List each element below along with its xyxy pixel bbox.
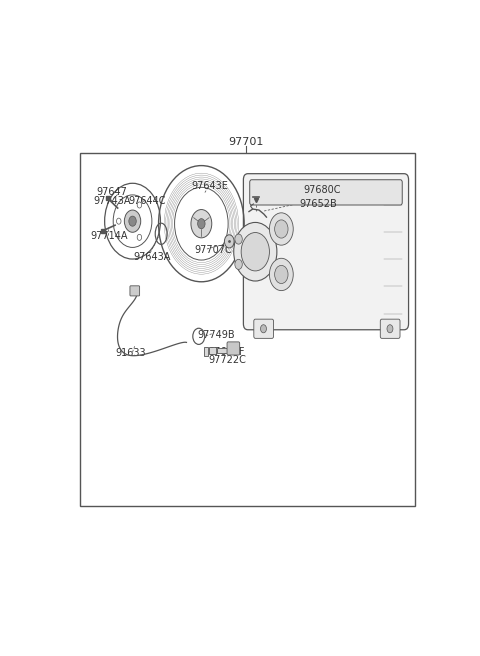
Circle shape — [124, 210, 141, 232]
Text: 97652B: 97652B — [299, 199, 337, 209]
Bar — [204, 348, 208, 356]
FancyBboxPatch shape — [227, 342, 240, 355]
FancyBboxPatch shape — [254, 319, 274, 338]
Text: 97743A: 97743A — [94, 196, 131, 207]
Circle shape — [241, 232, 269, 271]
Circle shape — [117, 218, 121, 224]
Bar — [217, 348, 228, 353]
Text: 97647: 97647 — [96, 188, 127, 197]
FancyBboxPatch shape — [250, 180, 402, 205]
Circle shape — [225, 235, 234, 248]
Circle shape — [269, 213, 293, 245]
Text: 97680C: 97680C — [304, 186, 341, 195]
Text: 97714A: 97714A — [91, 232, 128, 241]
Circle shape — [269, 258, 293, 291]
Text: 97643E: 97643E — [192, 181, 228, 192]
Text: 91633: 91633 — [115, 348, 146, 358]
Text: 97701: 97701 — [228, 137, 264, 147]
Text: 97674F: 97674F — [208, 347, 244, 357]
Text: 97749B: 97749B — [197, 330, 235, 340]
Text: 97644C: 97644C — [128, 196, 166, 207]
Circle shape — [234, 222, 277, 281]
Bar — [81, 154, 415, 506]
Circle shape — [275, 266, 288, 283]
Text: 97643A: 97643A — [133, 252, 171, 262]
Text: 97707C: 97707C — [195, 245, 232, 255]
Circle shape — [137, 234, 142, 240]
Circle shape — [261, 325, 266, 333]
Circle shape — [387, 325, 393, 333]
Circle shape — [198, 218, 205, 229]
FancyBboxPatch shape — [243, 174, 408, 330]
Bar — [209, 348, 216, 354]
FancyBboxPatch shape — [130, 286, 140, 296]
Text: 97722C: 97722C — [208, 355, 246, 365]
Circle shape — [191, 209, 212, 238]
FancyBboxPatch shape — [380, 319, 400, 338]
Circle shape — [129, 216, 136, 226]
Circle shape — [235, 234, 242, 244]
Circle shape — [235, 259, 242, 270]
Circle shape — [275, 220, 288, 238]
Circle shape — [137, 202, 142, 208]
